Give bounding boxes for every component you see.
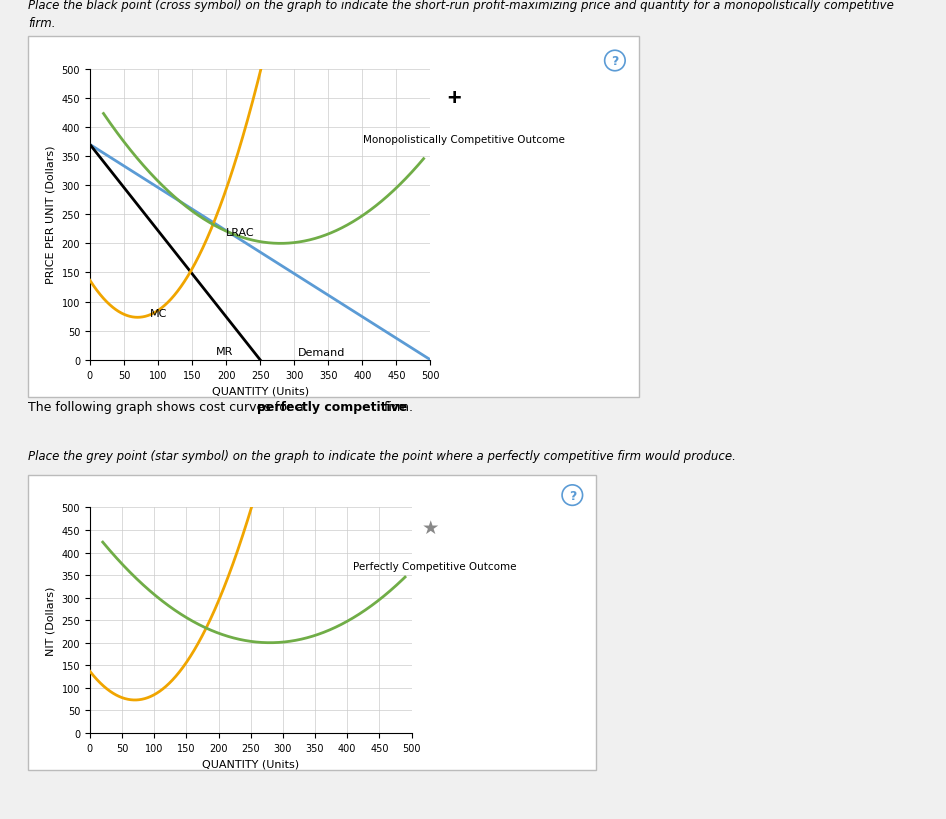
Text: firm.: firm. — [380, 400, 413, 414]
Y-axis label: NIT (Dollars): NIT (Dollars) — [46, 586, 56, 655]
Text: perfectly competitive: perfectly competitive — [257, 400, 408, 414]
Text: +: + — [447, 88, 461, 108]
Text: Place the black point (cross symbol) on the graph to indicate the short-run prof: Place the black point (cross symbol) on … — [28, 0, 894, 30]
Y-axis label: PRICE PER UNIT (Dollars): PRICE PER UNIT (Dollars) — [46, 146, 56, 284]
Text: ?: ? — [611, 55, 619, 68]
Text: ?: ? — [569, 489, 576, 502]
Text: Perfectly Competitive Outcome: Perfectly Competitive Outcome — [354, 561, 517, 571]
Text: MR: MR — [216, 346, 234, 356]
Text: LRAC: LRAC — [226, 228, 254, 238]
Text: The following graph shows cost curves for a: The following graph shows cost curves fo… — [28, 400, 308, 414]
Text: Monopolistically Competitive Outcome: Monopolistically Competitive Outcome — [362, 135, 565, 145]
Text: Demand: Demand — [298, 348, 345, 358]
Text: ★: ★ — [422, 518, 439, 538]
X-axis label: QUANTITY (Units): QUANTITY (Units) — [212, 386, 308, 396]
Text: MC: MC — [149, 308, 167, 318]
X-axis label: QUANTITY (Units): QUANTITY (Units) — [202, 758, 299, 768]
Text: Place the grey point (star symbol) on the graph to indicate the point where a pe: Place the grey point (star symbol) on th… — [28, 450, 736, 463]
